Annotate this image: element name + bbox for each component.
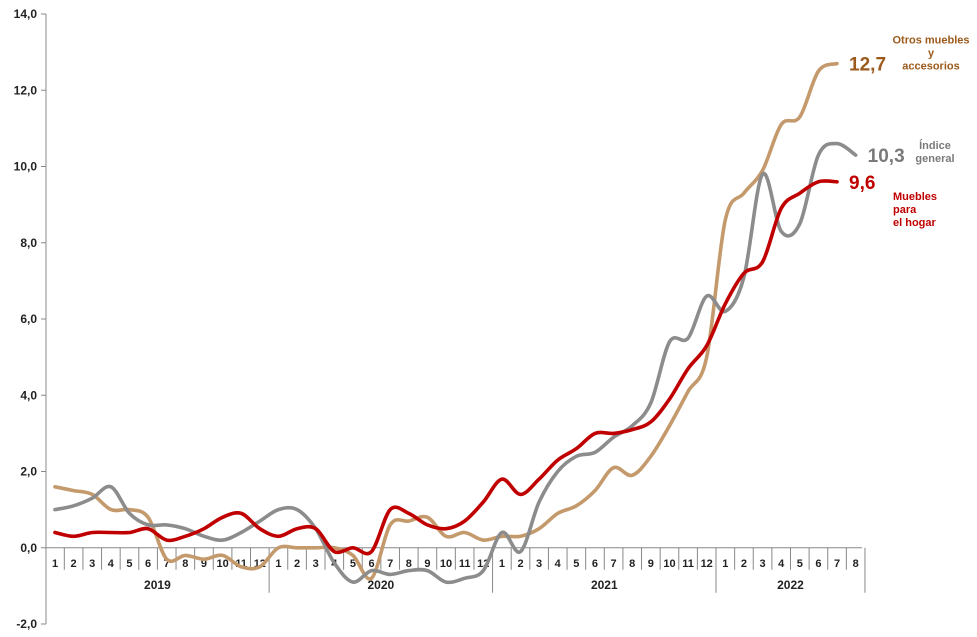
series-name-label-otros-muebles-accesorios: Otros muebles	[892, 35, 969, 47]
x-tick-label: 6	[368, 558, 374, 570]
x-tick-label: 11	[459, 558, 471, 570]
x-tick-label: 6	[592, 558, 598, 570]
x-tick-label: 7	[611, 558, 617, 570]
series-name-label-indice-general: general	[915, 153, 954, 165]
x-tick-label: 2	[517, 558, 523, 570]
x-tick-label: 8	[182, 558, 188, 570]
x-tick-label: 5	[797, 558, 803, 570]
x-tick-label: 10	[216, 558, 228, 570]
x-tick-label: 4	[108, 558, 115, 570]
x-tick-label: 8	[853, 558, 859, 570]
x-tick-label: 8	[629, 558, 635, 570]
x-tick-label: 7	[164, 558, 170, 570]
year-label: 2020	[367, 578, 394, 592]
year-label: 2021	[591, 578, 618, 592]
end-value-label-indice-general: 10,3	[868, 146, 905, 167]
y-tick-label: 12,0	[14, 83, 38, 97]
series-name-label-otros-muebles-accesorios: y	[928, 48, 935, 60]
x-tick-label: 4	[555, 558, 562, 570]
series-layer	[53, 61, 858, 585]
x-tick-label: 9	[424, 558, 430, 570]
x-tick-label: 1	[722, 558, 728, 570]
x-tick-label: 10	[663, 558, 675, 570]
series-name-label-muebles-hogar: para	[893, 204, 917, 216]
y-tick-label: 8,0	[20, 236, 37, 250]
x-tick-label: 7	[387, 558, 393, 570]
end-value-label-muebles-hogar: 9,6	[849, 173, 875, 194]
x-tick-label: 9	[201, 558, 207, 570]
x-tick-label: 2	[71, 558, 77, 570]
y-tick-label: 2,0	[20, 465, 37, 479]
y-tick-label: 10,0	[14, 160, 38, 174]
x-tick-label: 3	[759, 558, 765, 570]
y-tick-label: 0,0	[20, 541, 37, 555]
x-tick-label: 5	[573, 558, 579, 570]
x-tick-label: 11	[235, 558, 247, 570]
axes: -2,00,02,04,06,08,010,012,014,01 2 3 4 5 6 7 8 9…	[14, 7, 866, 631]
x-tick-label: 3	[536, 558, 542, 570]
series-name-label-muebles-hogar: el hogar	[893, 217, 937, 229]
x-tick-label: 8	[406, 558, 412, 570]
x-tick-label: 7	[834, 558, 840, 570]
x-tick-label: 3	[313, 558, 319, 570]
x-tick-label: 2	[294, 558, 300, 570]
x-tick-label: 5	[350, 558, 356, 570]
series-line-otros-muebles-accesorios	[53, 61, 839, 581]
x-tick-label: 10	[440, 558, 452, 570]
x-tick-label: 2	[741, 558, 747, 570]
x-tick-label: 3	[89, 558, 95, 570]
x-tick-label: 12	[701, 558, 713, 570]
series-line-indice-general	[53, 141, 858, 585]
series-line-muebles-hogar	[53, 179, 839, 556]
x-tick-label: 1	[52, 558, 58, 570]
series-name-label-muebles-hogar: Muebles	[893, 191, 937, 203]
series-name-label-indice-general: Índice	[919, 139, 951, 152]
y-tick-label: -2,0	[16, 617, 37, 631]
y-tick-label: 14,0	[14, 7, 38, 21]
y-tick-label: 6,0	[20, 312, 37, 326]
x-tick-label: 9	[648, 558, 654, 570]
x-tick-label: 4	[778, 558, 785, 570]
x-tick-label: 1	[499, 558, 505, 570]
end-value-label-otros-muebles-accesorios: 12,7	[849, 55, 886, 76]
x-tick-label: 6	[815, 558, 821, 570]
y-tick-label: 4,0	[20, 388, 37, 402]
year-label: 2019	[144, 578, 171, 592]
x-tick-label: 11	[682, 558, 694, 570]
series-name-label-otros-muebles-accesorios: accesorios	[902, 61, 959, 73]
x-tick-label: 1	[275, 558, 281, 570]
x-tick-label: 6	[145, 558, 151, 570]
x-tick-label: 5	[126, 558, 132, 570]
year-label: 2022	[777, 578, 804, 592]
